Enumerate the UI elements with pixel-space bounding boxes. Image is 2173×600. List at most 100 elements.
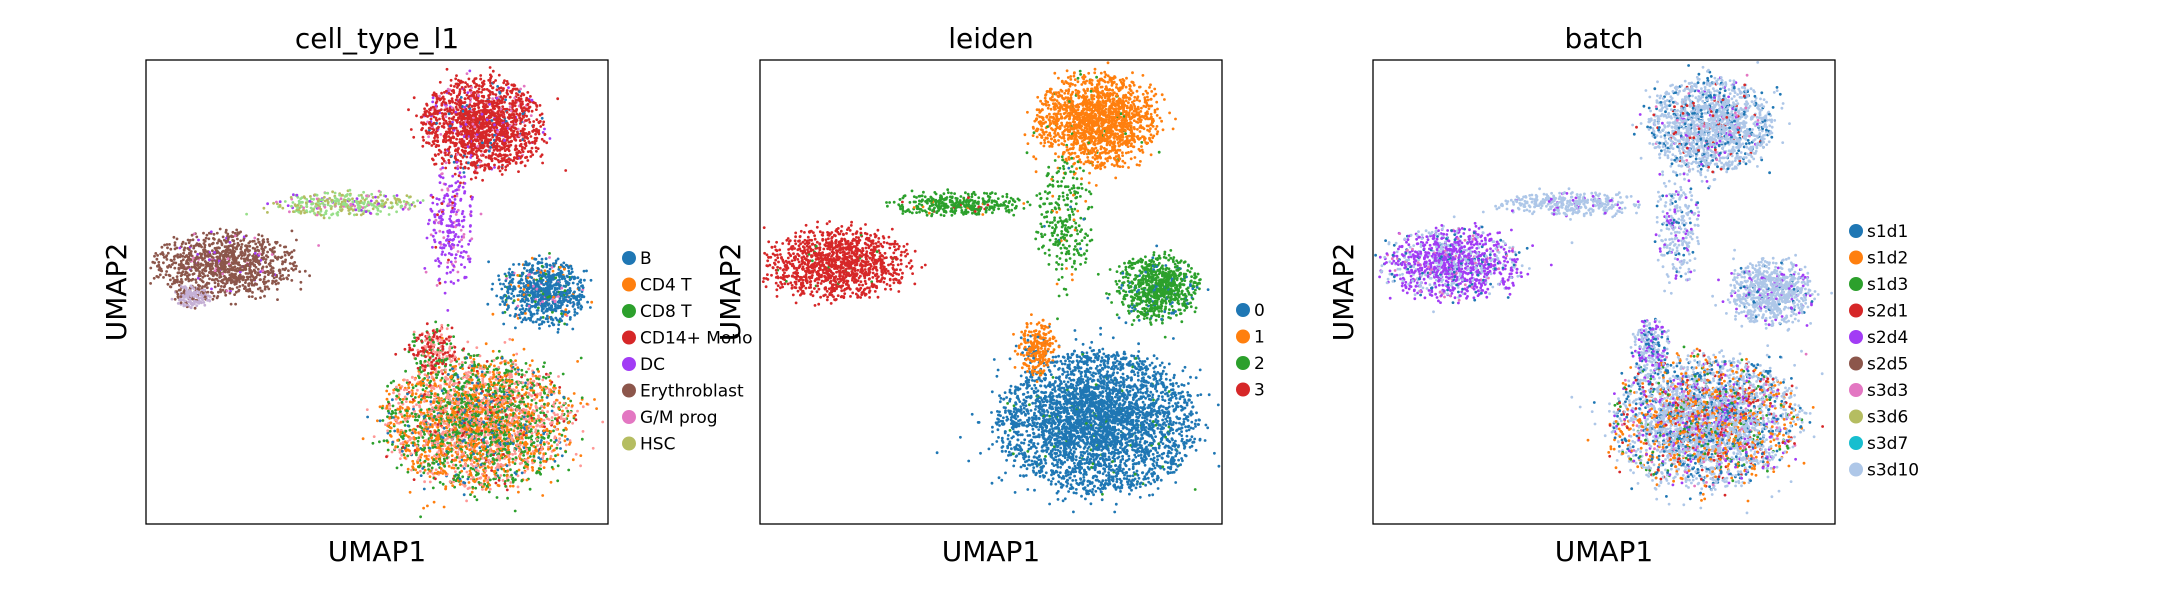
point — [500, 287, 504, 291]
point — [441, 114, 445, 118]
point — [245, 289, 248, 293]
point — [276, 298, 279, 301]
point — [508, 275, 512, 279]
point — [535, 108, 538, 111]
point — [226, 267, 230, 271]
point — [329, 204, 332, 208]
point — [471, 122, 475, 126]
point — [256, 267, 260, 271]
point — [261, 239, 265, 243]
point — [204, 254, 208, 258]
point — [303, 269, 307, 273]
point — [271, 246, 275, 250]
point — [168, 243, 171, 246]
point — [498, 90, 501, 94]
point — [447, 112, 451, 116]
point — [287, 274, 290, 277]
point — [519, 129, 523, 133]
point — [236, 237, 239, 241]
point — [242, 265, 246, 269]
point — [554, 276, 558, 280]
point — [460, 86, 464, 89]
point — [479, 143, 483, 147]
point — [434, 145, 438, 149]
point — [361, 206, 365, 210]
point — [450, 209, 454, 213]
point — [569, 316, 572, 319]
point — [523, 263, 526, 267]
point — [550, 308, 554, 312]
point — [511, 131, 515, 135]
point — [192, 287, 196, 290]
point — [573, 310, 577, 314]
point — [595, 407, 598, 410]
point — [191, 292, 194, 296]
point — [513, 104, 517, 108]
point — [559, 290, 563, 294]
point — [421, 126, 424, 130]
point — [458, 240, 461, 244]
point — [542, 287, 546, 291]
point — [268, 243, 271, 246]
point — [266, 240, 270, 244]
point — [576, 276, 580, 280]
point — [270, 249, 274, 253]
point — [517, 96, 521, 100]
point — [312, 197, 315, 201]
point — [239, 245, 243, 249]
point — [540, 137, 544, 141]
point — [526, 159, 530, 162]
point — [495, 117, 499, 121]
point — [462, 171, 466, 174]
point — [512, 294, 516, 298]
point — [359, 199, 363, 203]
point — [223, 274, 226, 278]
point — [164, 273, 168, 277]
point — [428, 218, 431, 222]
point — [455, 160, 459, 164]
point — [261, 257, 265, 261]
point — [523, 309, 527, 313]
point — [456, 108, 460, 112]
point — [364, 210, 368, 214]
point — [355, 213, 359, 217]
point — [374, 195, 377, 199]
point — [193, 306, 197, 310]
point — [309, 195, 312, 198]
point — [444, 102, 448, 105]
point — [551, 298, 555, 301]
point — [444, 244, 447, 247]
point — [434, 134, 437, 138]
point — [425, 236, 429, 240]
point — [569, 297, 573, 301]
point — [538, 104, 542, 107]
point — [464, 149, 467, 153]
point — [477, 111, 481, 114]
point — [557, 323, 561, 326]
point — [422, 138, 425, 142]
point — [260, 289, 264, 293]
point — [425, 322, 429, 326]
point — [376, 207, 380, 211]
point — [433, 213, 437, 217]
point — [519, 122, 522, 125]
point — [471, 94, 475, 98]
point — [518, 90, 521, 94]
point — [530, 256, 534, 260]
point — [187, 252, 191, 256]
point — [447, 224, 451, 228]
point — [170, 297, 174, 301]
point — [275, 200, 278, 204]
point — [263, 294, 266, 298]
point — [345, 203, 349, 206]
point — [463, 191, 466, 195]
point — [503, 293, 507, 297]
point — [527, 99, 531, 103]
point — [283, 253, 287, 257]
point — [336, 210, 340, 214]
point — [591, 446, 595, 450]
point — [424, 270, 428, 274]
point — [511, 277, 515, 281]
point — [228, 273, 232, 277]
point — [440, 217, 444, 221]
